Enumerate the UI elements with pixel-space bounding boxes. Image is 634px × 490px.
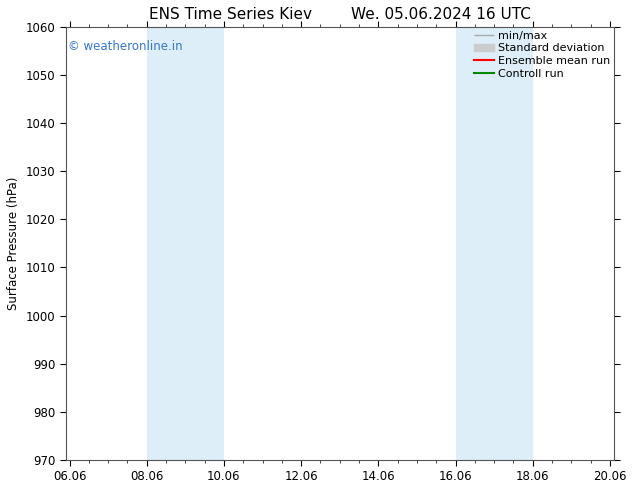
Y-axis label: Surface Pressure (hPa): Surface Pressure (hPa) [7, 177, 20, 310]
Legend: min/max, Standard deviation, Ensemble mean run, Controll run: min/max, Standard deviation, Ensemble me… [472, 28, 612, 81]
Bar [455, 27, 533, 460]
Bar [146, 27, 224, 460]
Title: ENS Time Series Kiev        We. 05.06.2024 16 UTC: ENS Time Series Kiev We. 05.06.2024 16 U… [149, 7, 531, 22]
Text: © weatheronline.in: © weatheronline.in [68, 40, 183, 53]
